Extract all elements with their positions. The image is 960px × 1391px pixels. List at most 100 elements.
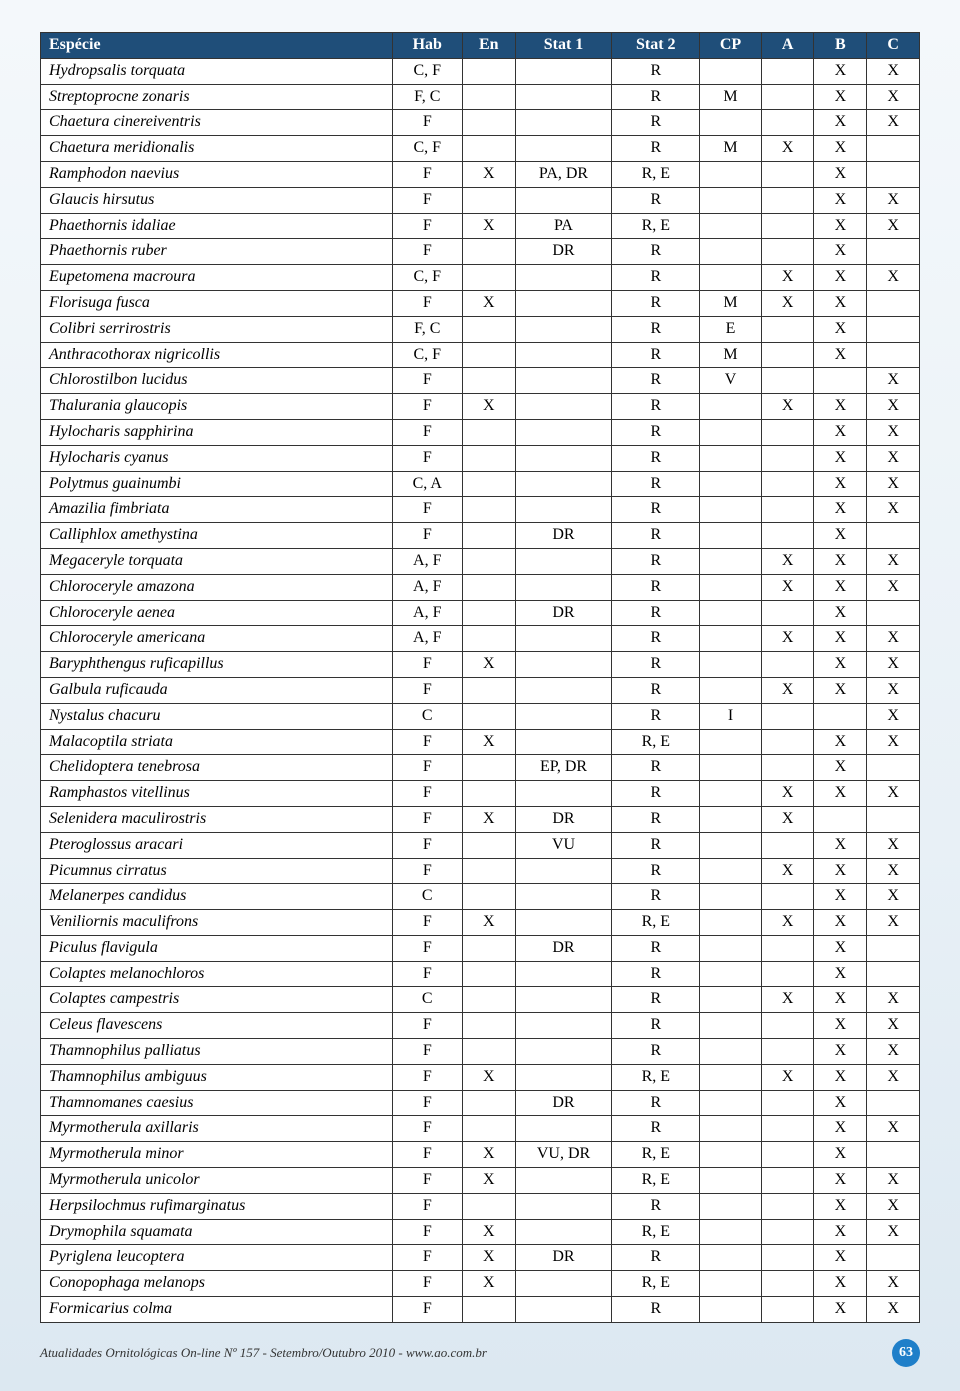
- table-row: Chloroceryle aeneaA, FDRRX: [41, 600, 920, 626]
- data-cell: X: [814, 84, 867, 110]
- data-cell: [700, 987, 762, 1013]
- data-cell: F: [392, 1064, 462, 1090]
- data-cell: R: [612, 471, 700, 497]
- data-cell: C, A: [392, 471, 462, 497]
- data-cell: R: [612, 368, 700, 394]
- data-cell: F: [392, 1297, 462, 1323]
- data-cell: R: [612, 987, 700, 1013]
- data-cell: [761, 110, 814, 136]
- data-cell: X: [867, 1039, 920, 1065]
- data-cell: [761, 961, 814, 987]
- data-cell: [867, 1142, 920, 1168]
- data-cell: X: [814, 394, 867, 420]
- col-header: A: [761, 33, 814, 59]
- data-cell: X: [761, 910, 814, 936]
- data-cell: X: [867, 187, 920, 213]
- data-cell: [761, 1219, 814, 1245]
- data-cell: R: [612, 136, 700, 162]
- data-cell: F, C: [392, 84, 462, 110]
- data-cell: X: [462, 806, 515, 832]
- data-cell: [700, 445, 762, 471]
- data-cell: [462, 110, 515, 136]
- data-cell: R: [612, 58, 700, 84]
- data-cell: X: [814, 755, 867, 781]
- species-cell: Anthracothorax nigricollis: [41, 342, 393, 368]
- data-cell: [700, 265, 762, 291]
- data-cell: [700, 806, 762, 832]
- data-cell: [462, 1297, 515, 1323]
- data-cell: X: [814, 910, 867, 936]
- data-cell: [700, 419, 762, 445]
- data-cell: [700, 626, 762, 652]
- data-cell: [761, 58, 814, 84]
- table-row: Thamnophilus palliatusFRXX: [41, 1039, 920, 1065]
- data-cell: [462, 677, 515, 703]
- species-cell: Nystalus chacuru: [41, 703, 393, 729]
- species-cell: Myrmotherula unicolor: [41, 1168, 393, 1194]
- col-header: Stat 2: [612, 33, 700, 59]
- data-cell: [700, 832, 762, 858]
- data-cell: [700, 1090, 762, 1116]
- data-cell: [867, 523, 920, 549]
- species-cell: Chaetura meridionalis: [41, 136, 393, 162]
- data-cell: F: [392, 1193, 462, 1219]
- data-cell: F: [392, 961, 462, 987]
- data-cell: [515, 445, 612, 471]
- data-cell: A, F: [392, 600, 462, 626]
- data-cell: X: [867, 471, 920, 497]
- col-header: CP: [700, 33, 762, 59]
- data-cell: [515, 1271, 612, 1297]
- data-cell: [515, 497, 612, 523]
- data-cell: [462, 136, 515, 162]
- data-cell: X: [867, 213, 920, 239]
- data-cell: [700, 652, 762, 678]
- species-cell: Thamnomanes caesius: [41, 1090, 393, 1116]
- table-row: Nystalus chacuruCRIX: [41, 703, 920, 729]
- data-cell: [761, 1013, 814, 1039]
- table-row: Thalurania glaucopisFXRXXX: [41, 394, 920, 420]
- data-cell: [761, 213, 814, 239]
- data-cell: [462, 987, 515, 1013]
- table-row: Herpsilochmus rufimarginatusFRXX: [41, 1193, 920, 1219]
- page-number-badge: 63: [892, 1339, 920, 1367]
- data-cell: X: [814, 987, 867, 1013]
- data-cell: F: [392, 910, 462, 936]
- species-cell: Thamnophilus palliatus: [41, 1039, 393, 1065]
- data-cell: [700, 961, 762, 987]
- data-cell: [515, 910, 612, 936]
- species-cell: Streptoprocne zonaris: [41, 84, 393, 110]
- data-cell: [515, 652, 612, 678]
- data-cell: [700, 471, 762, 497]
- data-cell: R: [612, 84, 700, 110]
- data-cell: X: [814, 884, 867, 910]
- data-cell: [462, 600, 515, 626]
- data-cell: R: [612, 574, 700, 600]
- data-cell: E: [700, 316, 762, 342]
- data-cell: X: [814, 161, 867, 187]
- data-cell: X: [814, 445, 867, 471]
- data-cell: [761, 471, 814, 497]
- data-cell: [700, 1013, 762, 1039]
- data-cell: [761, 1142, 814, 1168]
- data-cell: [700, 497, 762, 523]
- table-row: Melanerpes candidusCRXX: [41, 884, 920, 910]
- data-cell: [515, 419, 612, 445]
- col-header: B: [814, 33, 867, 59]
- table-row: Phaethornis idaliaeFXPAR, EXX: [41, 213, 920, 239]
- data-cell: [761, 832, 814, 858]
- table-row: Chloroceryle amazonaA, FRXXX: [41, 574, 920, 600]
- data-cell: F: [392, 213, 462, 239]
- data-cell: V: [700, 368, 762, 394]
- data-cell: [462, 961, 515, 987]
- data-cell: R, E: [612, 910, 700, 936]
- data-cell: X: [814, 1142, 867, 1168]
- data-cell: R: [612, 419, 700, 445]
- data-cell: R: [612, 1245, 700, 1271]
- table-row: Hylocharis sapphirinaFRXX: [41, 419, 920, 445]
- data-cell: DR: [515, 523, 612, 549]
- species-cell: Malacoptila striata: [41, 729, 393, 755]
- species-cell: Chloroceryle americana: [41, 626, 393, 652]
- data-cell: X: [814, 600, 867, 626]
- data-cell: F: [392, 1116, 462, 1142]
- species-cell: Melanerpes candidus: [41, 884, 393, 910]
